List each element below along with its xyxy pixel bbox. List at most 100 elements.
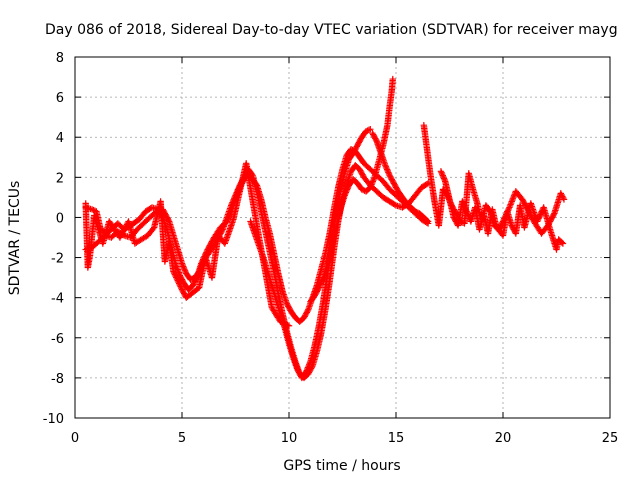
data-point-track-g (464, 209, 471, 217)
data-point-track-h (170, 269, 178, 277)
data-point-track-d (342, 190, 349, 198)
data-point-track-b (178, 260, 186, 267)
data-point-track-d (358, 186, 365, 193)
data-point-track-g (438, 169, 445, 176)
data-point-track-d (342, 189, 350, 196)
x-tick-label: 25 (602, 431, 619, 446)
data-point-track-b (165, 216, 172, 224)
data-point-track-g (535, 214, 543, 221)
data-point-track-h (278, 319, 286, 326)
data-point-track-b (187, 276, 194, 283)
data-point-track-g (461, 203, 468, 211)
data-point-track-a (304, 307, 311, 315)
y-tick-label: 6 (56, 91, 64, 106)
data-point-track-h (172, 272, 179, 280)
data-point-track-b (181, 266, 188, 273)
data-point-track-h (277, 318, 284, 325)
data-point-track-d (344, 185, 351, 192)
data-point-track-d (370, 176, 377, 184)
data-point-track-b (188, 275, 196, 283)
y-tick-label: -6 (51, 332, 64, 347)
data-point-track-d (341, 192, 348, 199)
data-point-track-a (88, 206, 96, 213)
data-point-track-h (173, 274, 180, 281)
data-point-track-g (536, 212, 544, 220)
data-point-track-b (179, 261, 186, 269)
data-point-track-d (318, 278, 325, 286)
y-tick-label: -2 (51, 252, 64, 267)
data-point-track-d (318, 277, 326, 284)
data-point-track-e (383, 166, 391, 173)
data-point-track-e (382, 163, 390, 170)
data-point-track-b (228, 202, 235, 209)
data-point-track-f (560, 196, 568, 203)
data-point-track-h (171, 271, 179, 278)
data-point-track-c (367, 126, 374, 133)
data-point-track-g (534, 218, 541, 225)
data-point-track-e (383, 164, 390, 172)
data-point-track-g (559, 240, 567, 247)
data-point-track-g (537, 211, 544, 218)
data-point-track-e (385, 170, 393, 178)
data-point-track-b (231, 195, 238, 202)
data-point-track-h (170, 268, 177, 275)
data-point-track-e (385, 169, 392, 176)
data-point-track-e (382, 162, 389, 169)
y-tick-label: 2 (56, 171, 64, 186)
data-point-track-g (459, 199, 467, 207)
data-point-track-e (372, 136, 380, 144)
data-point-track-d (367, 182, 375, 190)
data-point-track-c (305, 361, 313, 368)
data-point-track-b (181, 267, 189, 274)
data-point-track-d (317, 280, 324, 287)
data-point-track-c (362, 128, 370, 135)
data-point-track-g (558, 239, 566, 246)
data-point-track-g (460, 201, 467, 208)
data-point-track-h (177, 283, 184, 290)
data-point-track-d (369, 178, 376, 185)
y-tick-label: -8 (51, 372, 64, 387)
x-tick-label: 10 (281, 431, 298, 446)
x-tick-label: 0 (71, 431, 79, 446)
y-tick-label: 4 (56, 131, 64, 146)
data-point-track-d (343, 186, 351, 193)
data-point-track-h (285, 322, 293, 329)
grid-lines (75, 57, 610, 418)
x-tick-label: 5 (178, 431, 186, 446)
data-point-track-c (302, 368, 310, 376)
data-point-track-h (178, 284, 185, 292)
data-point-track-h (149, 225, 157, 233)
data-point-track-c (304, 364, 312, 371)
data-point-track-c (365, 126, 373, 134)
data-point-track-e (424, 218, 432, 225)
data-point-track-f (550, 211, 557, 218)
data-point-track-e (384, 167, 391, 175)
data-point-track-d (316, 281, 324, 288)
data-point-track-d (370, 175, 378, 182)
data-point-track-h (175, 278, 182, 286)
data-point-track-g (537, 209, 545, 217)
data-point-track-g (534, 216, 542, 224)
y-tick-label: -4 (51, 292, 64, 307)
chart-title: Day 086 of 2018, Sidereal Day-to-day VTE… (45, 22, 618, 38)
data-point-track-h (280, 319, 287, 327)
data-point-track-c (364, 127, 371, 134)
x-tick-label: 15 (388, 431, 405, 446)
data-point-track-d (316, 283, 323, 290)
y-axis-label: SDTVAR / TECUs (7, 181, 23, 296)
y-axis-ticks: -10 -8 -6 -4 -2 0 2 4 6 8 (43, 51, 610, 427)
y-tick-label: -10 (43, 412, 64, 427)
x-axis-label: GPS time / hours (283, 458, 400, 474)
data-point-track-c (306, 360, 313, 367)
data-points (82, 75, 568, 382)
data-point-track-b (180, 264, 188, 272)
data-point-track-e (413, 208, 420, 216)
data-point-track-h (173, 275, 181, 283)
data-point-track-d (367, 184, 374, 191)
data-point-track-d (368, 181, 375, 188)
data-point-track-h (281, 320, 288, 327)
data-point-track-h (174, 277, 181, 284)
data-point-track-h (282, 321, 290, 328)
data-point-track-g (460, 202, 468, 209)
